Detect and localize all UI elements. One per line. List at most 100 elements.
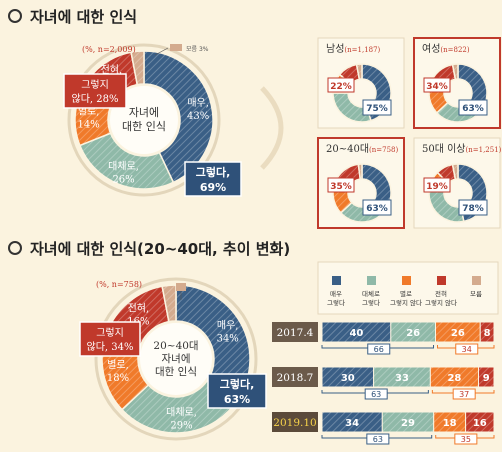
legend-label: 그렇다	[362, 298, 380, 307]
panel-disagree-box	[423, 77, 451, 93]
section1-title: 자녀에 대한 인식	[8, 6, 137, 27]
panel-disagree-box	[423, 177, 451, 193]
agree-total-box	[364, 388, 388, 400]
slice-name: 전혀,	[101, 64, 123, 76]
panel-agree-value: 63%	[366, 204, 388, 214]
year-label-box	[272, 412, 318, 432]
panel-donut-slice-texture	[429, 187, 464, 222]
panel-agree-box	[362, 99, 392, 116]
panel-donut-slice-texture	[452, 164, 458, 180]
agree-label: 그렇다,	[220, 377, 255, 391]
bar-segment-texture	[322, 412, 383, 432]
legend-box	[317, 261, 499, 315]
disagree-label: 않다, 34%	[87, 341, 134, 353]
center-label: 20~40대	[153, 340, 198, 352]
panel-disagree-value: 22%	[330, 82, 352, 92]
donut-outer-ring	[94, 277, 258, 441]
legend-label: 모름	[470, 290, 482, 298]
bar-value: 40	[349, 328, 363, 339]
panel-disagree-box	[327, 177, 355, 193]
bar-value: 33	[395, 373, 409, 384]
bar-segment-texture	[322, 367, 374, 387]
panel-sample: (n=1,251)	[466, 146, 502, 154]
panel-agree-value: 78%	[462, 204, 484, 214]
section2-title: 자녀에 대한 인식(20~40대, 추이 변화)	[8, 238, 290, 259]
panel-title: 여성(n=822)	[422, 43, 470, 55]
panel-title: 남성(n=1,187)	[326, 43, 381, 55]
slice-name: 별로,	[107, 359, 129, 371]
bar-segment-texture	[435, 322, 481, 342]
agree-total-box	[366, 433, 390, 445]
panel-donut-slice-texture	[333, 93, 371, 123]
panel-sample: (n=822)	[440, 46, 469, 54]
disagree-total: 35	[461, 435, 471, 444]
donut-outer-ring	[67, 43, 221, 197]
year-label-box	[272, 322, 318, 342]
disagree-total-box	[455, 343, 479, 355]
agree-value: 69%	[200, 181, 226, 194]
agree-total: 66	[374, 345, 384, 354]
legend-swatch	[402, 276, 411, 285]
disagree-box	[79, 321, 141, 357]
donut1-slice-texture	[79, 133, 174, 189]
donut-center	[140, 323, 212, 395]
bar-segment-texture	[480, 322, 494, 342]
slice-value: 26%	[112, 175, 134, 186]
panel-agree-box	[458, 99, 488, 116]
panel-agree-box	[362, 199, 392, 216]
bar-value: 8	[484, 328, 491, 339]
year-label-box	[272, 367, 318, 387]
donut-center	[110, 86, 178, 154]
chevron-arrow-icon	[260, 86, 284, 170]
agree-box	[184, 161, 242, 197]
slice-name: 매우,	[187, 97, 209, 109]
agree-value: 63%	[224, 393, 250, 406]
bar-value: 28	[447, 373, 461, 384]
bar-segment-texture	[433, 412, 466, 432]
year-label: 2017.4	[277, 327, 314, 339]
panel-agree-value: 63%	[462, 104, 484, 114]
legend-label: 대체로	[362, 290, 380, 298]
slice-value: 18%	[107, 373, 129, 384]
panel-disagree-value: 35%	[330, 182, 352, 192]
year-label: 2019.10	[273, 417, 316, 429]
disagree-total: 34	[462, 345, 472, 354]
center-label: 대한 인식	[155, 366, 197, 378]
sample-size: (%, n=758)	[96, 280, 142, 289]
disagree-total-box	[454, 433, 478, 445]
panel-agree-box	[458, 199, 488, 216]
legend-label: 별로	[400, 289, 412, 298]
bar-value: 26	[451, 328, 465, 339]
sample-size: (%, n=2,009)	[82, 45, 136, 54]
bar-segment-texture	[390, 322, 436, 342]
donut1-slice-texture	[131, 51, 144, 85]
disagree-box	[63, 73, 127, 109]
bar-segment-texture	[322, 322, 391, 342]
donut2-slice-texture	[162, 285, 176, 322]
panel-donut-slice-texture	[437, 164, 456, 184]
bar-value: 9	[483, 373, 490, 384]
circle-bullet-icon	[8, 241, 22, 255]
bar-segment-texture	[465, 412, 494, 432]
panel-disagree-box	[327, 77, 355, 93]
disagree-total: 37	[459, 390, 469, 399]
panel-disagree-value: 19%	[426, 182, 448, 192]
slice-value: 43%	[187, 111, 209, 122]
panel-donut-slice-texture	[356, 64, 362, 80]
legend-label: 전혀	[435, 289, 447, 298]
slice-name: 매우,	[217, 320, 239, 332]
center-label: 자녀에	[162, 353, 191, 365]
panel-sample: (n=1,187)	[344, 46, 380, 54]
panel-disagree-value: 34%	[426, 82, 448, 92]
leader-line	[154, 47, 169, 56]
legend-swatch	[332, 276, 341, 285]
center-label: 대한 인식	[122, 120, 166, 133]
bar-value: 30	[341, 373, 355, 384]
bar-value: 34	[345, 418, 359, 429]
donut2-slice-texture	[176, 285, 250, 399]
center-label: 자녀에	[129, 106, 159, 119]
donut1-slice-texture	[144, 51, 213, 183]
slice-value: 29%	[170, 421, 192, 432]
disagree-label: 않다, 28%	[72, 93, 119, 105]
